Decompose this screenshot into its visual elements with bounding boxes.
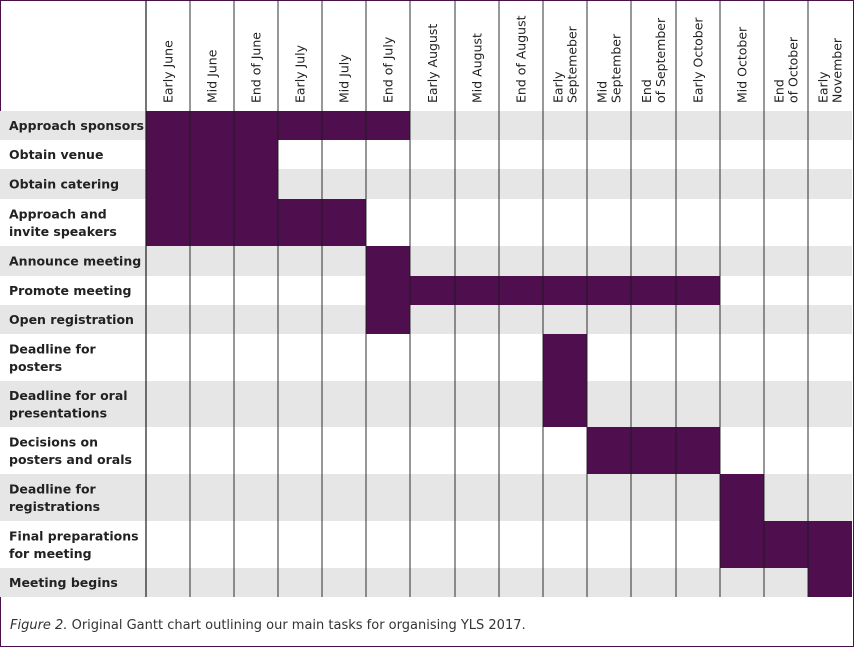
gantt-bar <box>587 427 720 474</box>
row-background <box>0 334 852 381</box>
period-label: Mid October <box>735 26 750 103</box>
period-label: Endof October <box>772 36 801 103</box>
task-label: Announce meeting <box>9 254 141 269</box>
gantt-bar <box>146 169 278 199</box>
task-label: Obtain catering <box>9 177 119 192</box>
svg-text:End of August: End of August <box>514 15 529 103</box>
task-label: Open registration <box>9 312 134 327</box>
row-background <box>0 199 852 246</box>
svg-text:Early June: Early June <box>161 40 176 103</box>
task-label: Final preparations for meeting <box>9 528 139 561</box>
svg-text:Endof October: Endof October <box>772 36 801 103</box>
gantt-bar <box>720 474 764 521</box>
svg-text:Endof September: Endof September <box>639 17 668 103</box>
gantt-bar <box>146 199 366 246</box>
svg-text:EarlyNovember: EarlyNovember <box>816 37 845 103</box>
gantt-chart: Approach sponsors Obtain venue Obtain cate… <box>0 0 852 597</box>
period-label: End of August <box>514 15 529 103</box>
svg-text:Early August: Early August <box>425 24 440 103</box>
period-label: End of June <box>249 32 264 103</box>
caption-figure-number: Figure 2. <box>10 618 68 633</box>
svg-text:MidSeptember: MidSeptember <box>595 33 624 103</box>
svg-text:Early October: Early October <box>691 17 706 103</box>
period-label: Early October <box>691 17 706 103</box>
period-label: MidSeptember <box>595 33 624 103</box>
task-label: Deadline for oral presentations <box>9 388 128 421</box>
row-background <box>0 474 852 521</box>
caption-text: Original Gantt chart outlining our main … <box>67 618 526 633</box>
gantt-bar <box>543 334 587 381</box>
period-label: Early June <box>161 40 176 103</box>
task-label: Approach and invite speakers <box>9 206 117 239</box>
svg-text:Mid June: Mid June <box>205 49 220 103</box>
task-label: Decisions on posters and orals <box>9 434 132 467</box>
task-label: Promote meeting <box>9 283 131 298</box>
period-label: Endof September <box>639 17 668 103</box>
task-label: Meeting begins <box>9 575 118 590</box>
task-label: Deadline for posters <box>9 341 97 374</box>
row-background <box>0 111 852 140</box>
figure-caption: Figure 2. Original Gantt chart outlining… <box>10 618 526 633</box>
task-label: Approach sponsors <box>9 118 144 133</box>
row-background <box>0 169 852 199</box>
row-background <box>0 521 852 568</box>
period-label: Early July <box>293 44 308 103</box>
row-background <box>0 140 852 169</box>
period-label: Mid June <box>205 49 220 103</box>
period-label: End of July <box>381 36 396 103</box>
gantt-bar <box>720 521 852 568</box>
period-label: Mid August <box>470 33 485 103</box>
period-label: Early August <box>425 24 440 103</box>
task-label: Obtain venue <box>9 147 103 162</box>
svg-text:Mid August: Mid August <box>470 33 485 103</box>
svg-text:Mid October: Mid October <box>735 26 750 103</box>
row-background <box>0 568 852 597</box>
svg-text:EarlySeptemeber: EarlySeptemeber <box>551 25 580 103</box>
row-background <box>0 246 852 276</box>
svg-text:Mid July: Mid July <box>337 54 352 103</box>
svg-text:End of June: End of June <box>249 32 264 103</box>
row-background <box>0 305 852 334</box>
row-background <box>0 427 852 474</box>
period-label: EarlySeptemeber <box>551 25 580 103</box>
period-label: EarlyNovember <box>816 37 845 103</box>
svg-text:Early July: Early July <box>293 44 308 103</box>
gantt-bar <box>146 140 278 169</box>
period-label: Mid July <box>337 54 352 103</box>
task-label: Deadline for registrations <box>9 481 100 514</box>
gantt-bar <box>543 381 587 427</box>
gantt-bar <box>366 305 410 334</box>
svg-text:End of July: End of July <box>381 36 396 103</box>
gantt-bar <box>808 568 852 597</box>
gantt-bar <box>366 246 410 276</box>
row-background <box>0 381 852 427</box>
